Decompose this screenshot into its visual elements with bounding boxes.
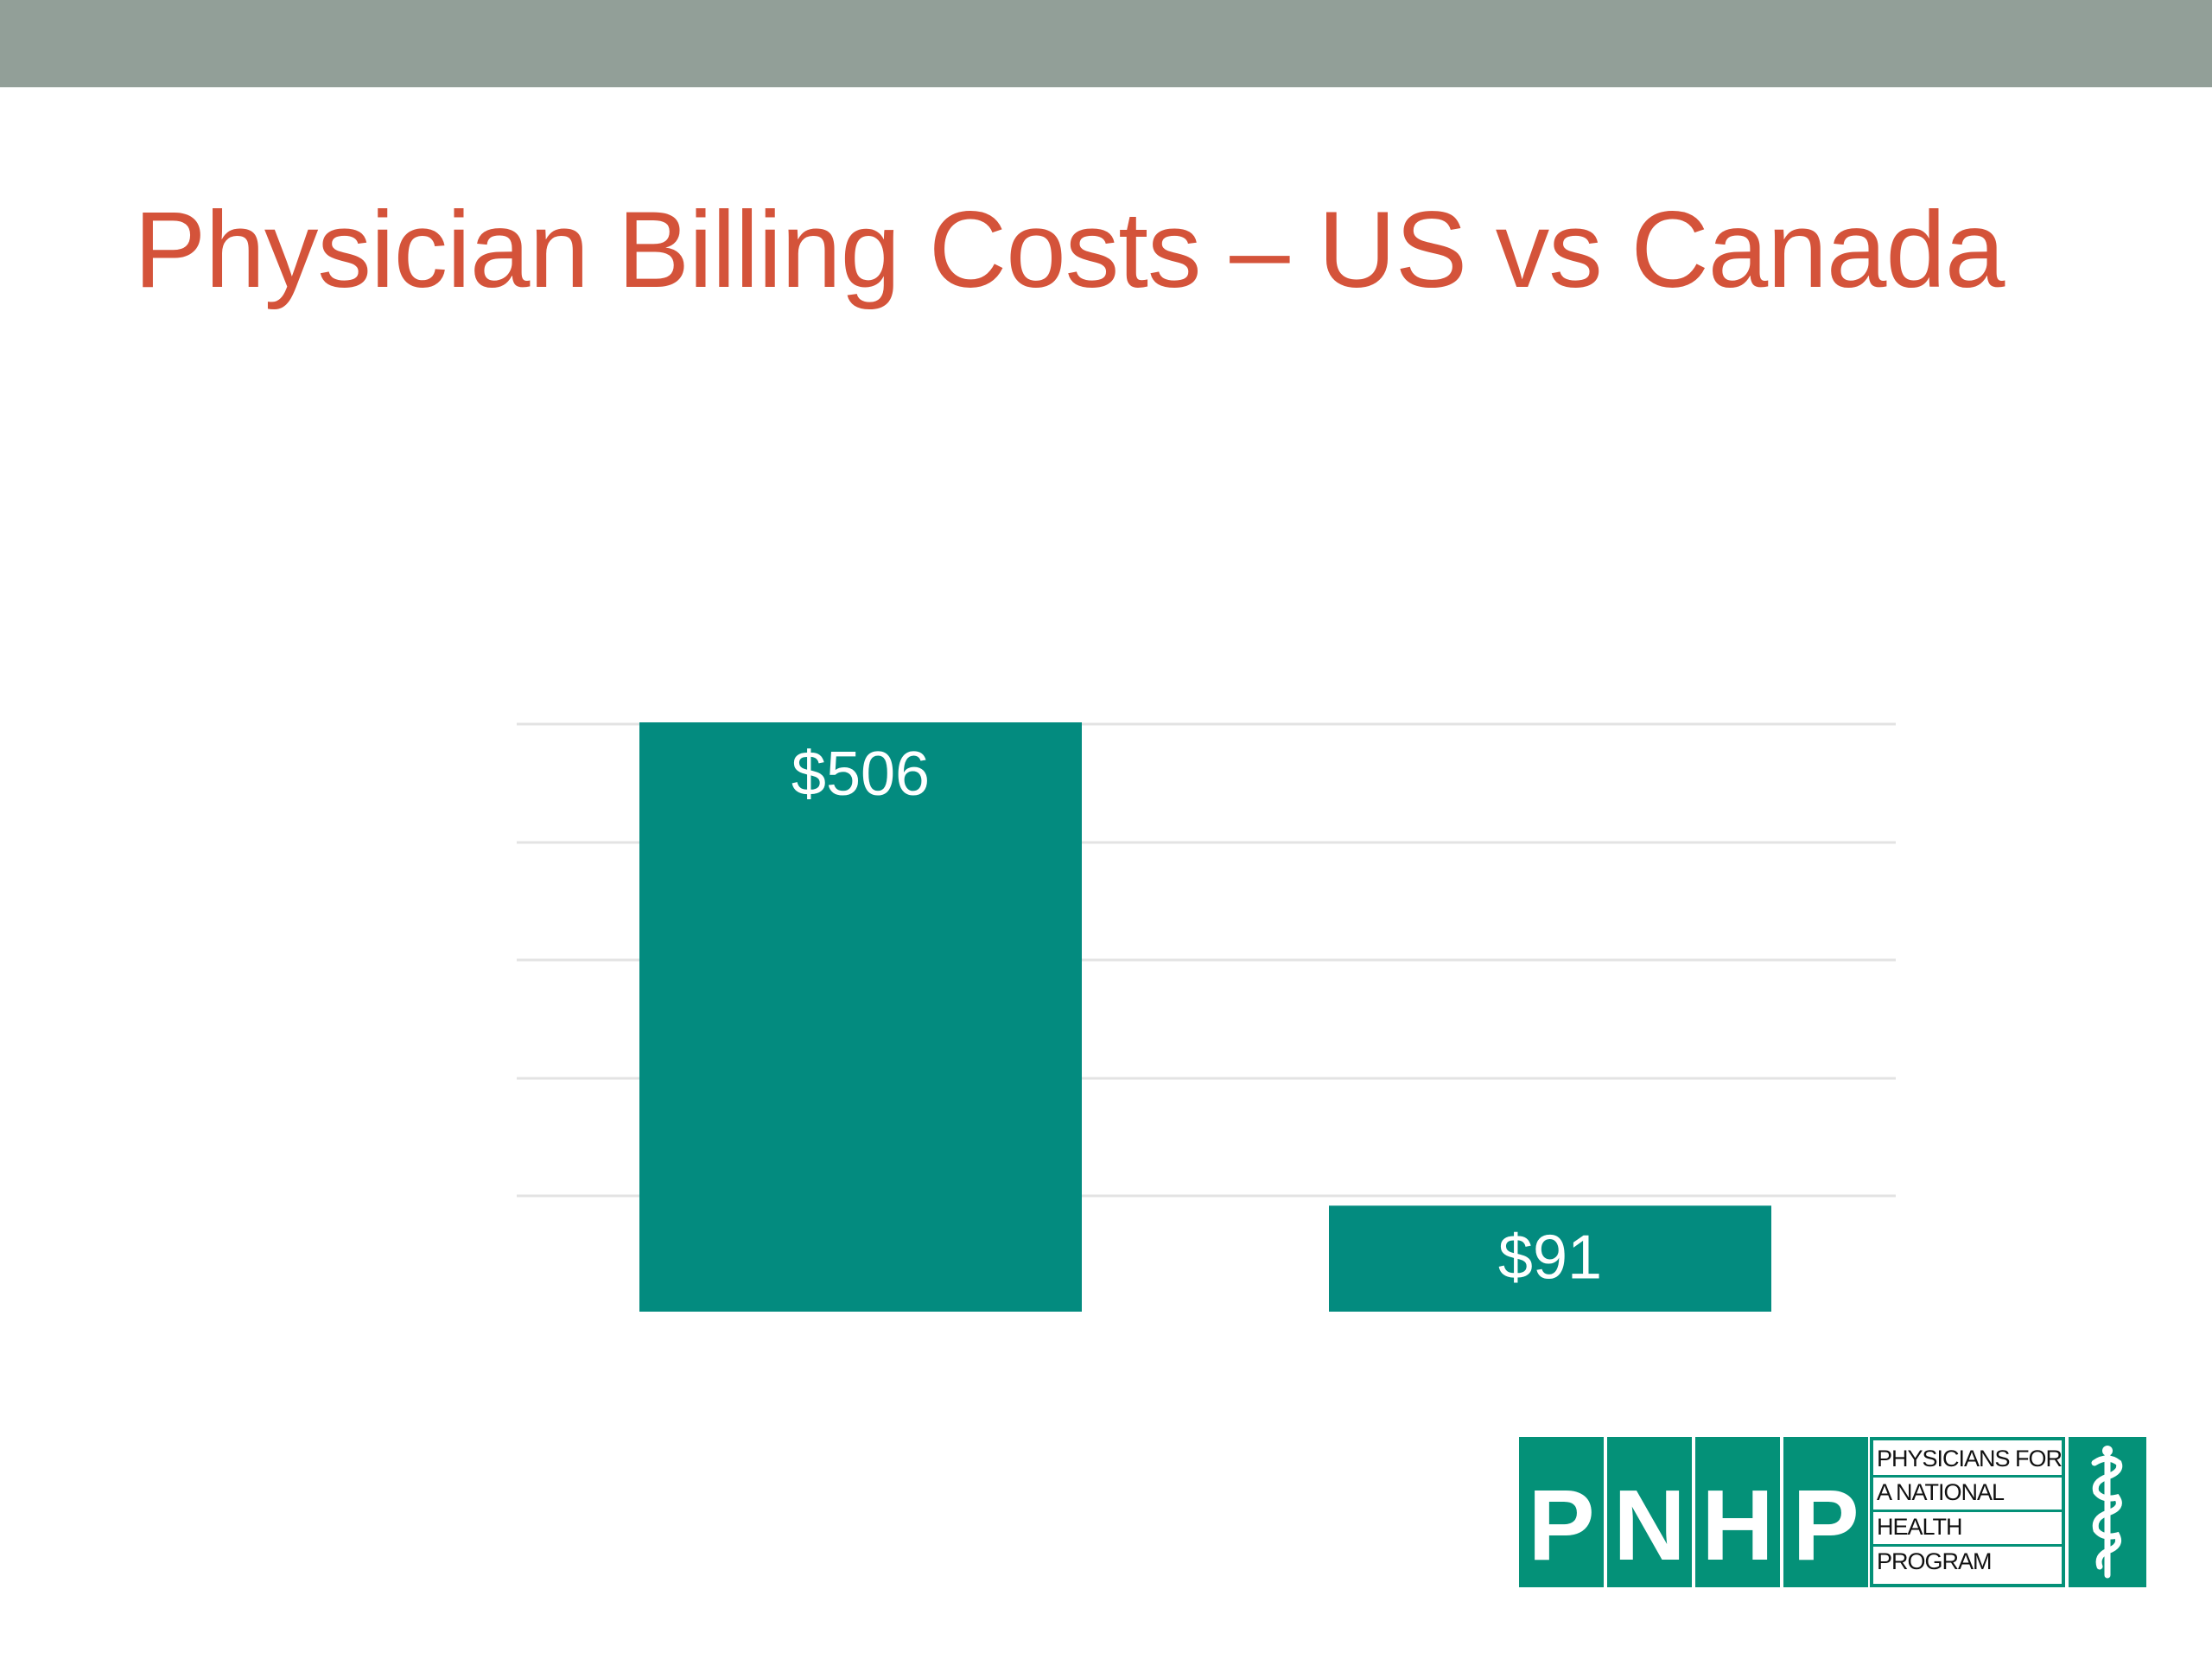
logo-rule <box>1873 1544 2062 1547</box>
logo-text-line: A NATIONAL <box>1877 1479 2005 1505</box>
logo-letter-n: N <box>1607 1437 1692 1587</box>
data-label-1: $91 <box>1498 1223 1602 1292</box>
bar-1 <box>1329 1205 1771 1312</box>
pnhp-logo: P N H P PHYSICIANS FOR A NATIONAL HEALTH… <box>1519 1437 2146 1587</box>
logo-rule <box>1873 1510 2062 1512</box>
logo-letter-h: H <box>1695 1437 1780 1587</box>
logo-rule <box>1873 1475 2062 1478</box>
caduceus-icon <box>2069 1437 2146 1587</box>
logo-text-line: HEALTH <box>1877 1514 1963 1540</box>
logo-text-line: PHYSICIANS FOR <box>1877 1446 2063 1471</box>
logo-text-box: PHYSICIANS FOR A NATIONAL HEALTH PROGRAM <box>1870 1437 2065 1587</box>
logo-letter-p2: P <box>1783 1437 1868 1587</box>
slide-title: Physician Billing Costs – US vs Canada <box>134 190 2005 310</box>
logo-text-line: PROGRAM <box>1877 1548 1993 1574</box>
bar-0 <box>639 722 1082 1312</box>
data-label-0: $506 <box>791 740 930 809</box>
top-band <box>0 0 2212 87</box>
logo-letter-p: P <box>1519 1437 1604 1587</box>
data-labels: $506 $91 <box>791 740 1602 1292</box>
bars <box>639 722 1771 1312</box>
